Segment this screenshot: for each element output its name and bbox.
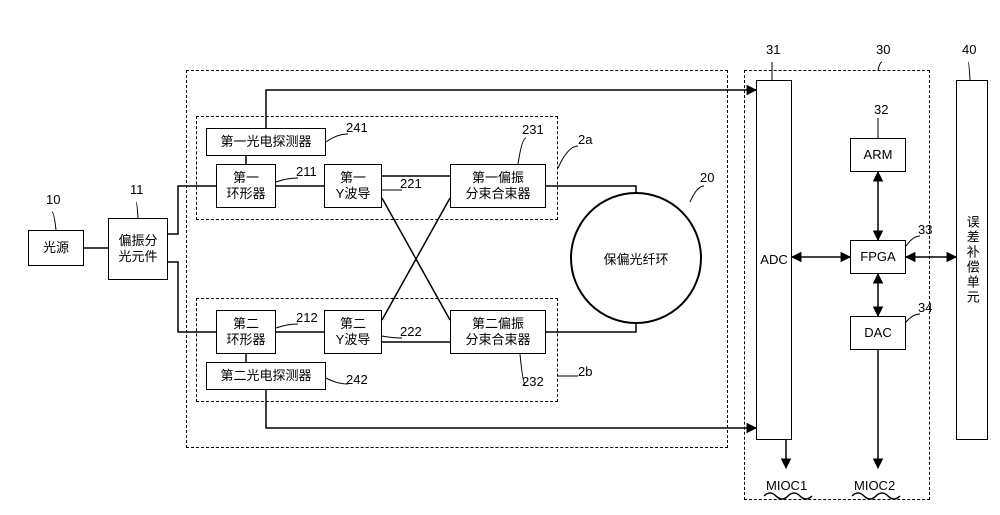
label: 第一 环形器	[226, 170, 265, 201]
callout-10: 10	[46, 192, 60, 207]
callout-33: 33	[918, 222, 932, 237]
label: FPGA	[860, 249, 895, 265]
callout-212: 212	[296, 310, 318, 325]
label: 第二光电探测器	[220, 368, 311, 384]
callout-222: 222	[400, 324, 422, 339]
label: 第一光电探测器	[220, 134, 311, 150]
callout-231: 231	[522, 122, 544, 137]
label: 第二偏振 分束合束器	[465, 316, 530, 347]
callout-34: 34	[918, 300, 932, 315]
callout-242: 242	[346, 372, 368, 387]
label: 光源	[43, 240, 69, 256]
label: 误差补偿单元	[964, 215, 980, 305]
label: 第二 Y波导	[336, 316, 371, 347]
block-polbeamcomb-2: 第二偏振 分束合束器	[450, 310, 546, 354]
block-detector-1: 第一光电探测器	[206, 128, 326, 156]
block-circulator-2: 第二 环形器	[216, 310, 276, 354]
output-mioc1: MIOC1	[766, 478, 807, 493]
callout-20: 20	[700, 170, 714, 185]
label: ADC	[760, 252, 787, 268]
block-error-comp: 误差补偿单元	[956, 80, 988, 440]
block-arm: ARM	[850, 138, 906, 172]
block-fiber-ring: 保偏光纤环	[570, 192, 702, 324]
diagram-canvas: 光源 偏振分 光元件 第一光电探测器 第一 环形器 第一 Y波导 第一偏振 分束…	[0, 0, 1000, 515]
callout-241: 241	[346, 120, 368, 135]
callout-40: 40	[962, 42, 976, 57]
callout-2b: 2b	[578, 364, 592, 379]
callout-32: 32	[874, 102, 888, 117]
label: 偏振分 光元件	[118, 233, 157, 264]
block-adc: ADC	[756, 80, 792, 440]
block-ywaveguide-1: 第一 Y波导	[324, 164, 382, 208]
label: 保偏光纤环	[603, 249, 668, 268]
callout-211: 211	[296, 164, 317, 179]
label: DAC	[864, 325, 891, 341]
callout-221: 221	[400, 176, 422, 191]
block-light-source: 光源	[28, 230, 84, 266]
label: 第一偏振 分束合束器	[465, 170, 530, 201]
label: 第二 环形器	[226, 316, 265, 347]
block-fpga: FPGA	[850, 240, 906, 274]
output-mioc2: MIOC2	[854, 478, 895, 493]
block-dac: DAC	[850, 316, 906, 350]
callout-11: 11	[130, 182, 144, 197]
label: 第一 Y波导	[336, 170, 371, 201]
block-ywaveguide-2: 第二 Y波导	[324, 310, 382, 354]
block-pol-splitter: 偏振分 光元件	[108, 218, 168, 280]
callout-30: 30	[876, 42, 890, 57]
block-circulator-1: 第一 环形器	[216, 164, 276, 208]
block-polbeamcomb-1: 第一偏振 分束合束器	[450, 164, 546, 208]
callout-2a: 2a	[578, 132, 592, 147]
label: ARM	[864, 147, 893, 163]
callout-232: 232	[522, 374, 544, 389]
callout-31: 31	[766, 42, 780, 57]
block-detector-2: 第二光电探测器	[206, 362, 326, 390]
